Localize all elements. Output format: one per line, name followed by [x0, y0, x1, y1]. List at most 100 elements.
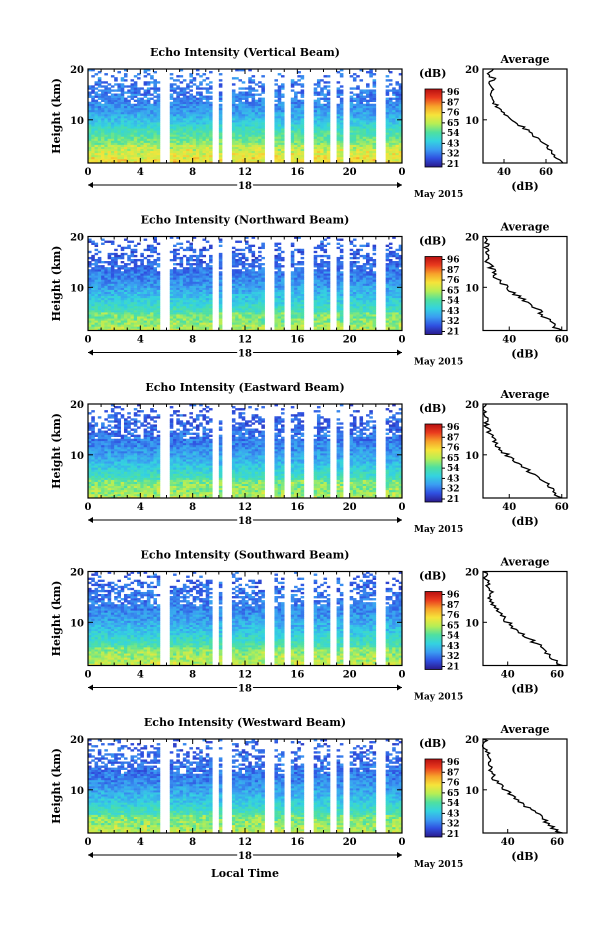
heatmap-cell	[301, 290, 305, 292]
heatmap-cell	[144, 143, 148, 145]
heatmap-cell	[363, 275, 367, 277]
heatmap-cell	[324, 96, 328, 98]
heatmap-cell	[242, 153, 246, 155]
heatmap-cell	[395, 292, 399, 294]
heatmap-cell	[137, 277, 141, 279]
heatmap-cell	[117, 143, 121, 145]
heatmap-cell	[353, 318, 357, 320]
heatmap-cell	[206, 314, 210, 316]
heatmap-cell	[189, 128, 193, 130]
heatmap-cell	[314, 326, 318, 328]
heatmap-cell	[278, 304, 282, 306]
heatmap-cell	[386, 271, 390, 273]
heatmap-cell	[301, 316, 305, 318]
heatmap-cell	[98, 308, 102, 310]
heatmap-cell	[255, 304, 259, 306]
heatmap-cell	[327, 286, 331, 288]
average-profile-line	[488, 69, 564, 163]
heatmap-cell	[255, 273, 259, 275]
heatmap-cell	[202, 114, 206, 116]
heatmap-cell	[369, 118, 373, 120]
heatmap-cell	[134, 300, 138, 302]
heatmap-cell	[170, 155, 174, 157]
heatmap-cell	[117, 108, 121, 110]
heatmap-cell	[153, 132, 157, 134]
heatmap-cell	[117, 83, 121, 85]
heatmap-cell	[324, 118, 328, 120]
heatmap-cell	[131, 155, 135, 157]
heatmap-cell	[193, 298, 197, 300]
heatmap-cell	[320, 308, 324, 310]
heatmap-cell	[281, 141, 285, 143]
heatmap-cell	[324, 126, 328, 128]
heatmap-cell	[98, 147, 102, 149]
heatmap-cell	[219, 281, 223, 283]
heatmap-cell	[356, 292, 360, 294]
heatmap-cell	[117, 96, 121, 98]
heatmap-cell	[369, 108, 373, 110]
heatmap-cell	[186, 316, 190, 318]
heatmap-cell	[111, 98, 115, 100]
heatmap-cell	[170, 141, 174, 143]
heatmap-cell	[261, 316, 265, 318]
heatmap-cell	[291, 310, 295, 312]
heatmap-cell	[209, 147, 213, 149]
heatmap-cell	[242, 151, 246, 153]
heatmap-cell	[248, 320, 252, 322]
heatmap-cell	[369, 304, 373, 306]
heatmap-cell	[124, 124, 128, 126]
heatmap-cell	[245, 310, 249, 312]
heatmap-cell	[274, 298, 278, 300]
heatmap-cell	[242, 96, 246, 98]
heatmap-cell	[199, 124, 203, 126]
heatmap-cell	[101, 128, 105, 130]
heatmap-cell	[261, 159, 265, 161]
heatmap-cell	[157, 271, 161, 273]
heatmap-cell	[386, 136, 390, 138]
heatmap-cell	[353, 120, 357, 122]
heatmap-cell	[140, 275, 144, 277]
heatmap-cell	[140, 145, 144, 147]
heatmap-cell	[281, 114, 285, 116]
heatmap-cell	[157, 128, 161, 130]
heatmap-cell	[356, 277, 360, 279]
heatmap-cell	[219, 85, 223, 87]
heatmap-cell	[359, 143, 363, 145]
heatmap-cell	[209, 322, 213, 324]
heatmap-cell	[232, 157, 236, 159]
heatmap-cell	[395, 120, 399, 122]
heatmap-cell	[111, 298, 115, 300]
heatmap-cell	[176, 284, 180, 286]
heatmap-cell	[238, 277, 242, 279]
heatmap-cell	[337, 312, 341, 314]
heatmap-cell	[350, 296, 354, 298]
heatmap-cell	[258, 312, 262, 314]
heatmap-cell	[150, 151, 154, 153]
heatmap-cell	[373, 292, 377, 294]
heatmap-cell	[176, 320, 180, 322]
heatmap-cell	[127, 306, 131, 308]
heatmap-cell	[173, 320, 177, 322]
heatmap-cell	[153, 277, 157, 279]
heatmap-cell	[104, 128, 108, 130]
heatmap-cell	[219, 98, 223, 100]
heatmap-cell	[245, 98, 249, 100]
heatmap-cell	[245, 157, 249, 159]
heatmap-cell	[294, 306, 298, 308]
heatmap-cell	[114, 151, 118, 153]
heatmap-cell	[219, 153, 223, 155]
heatmap-cell	[238, 296, 242, 298]
heatmap-cell	[294, 108, 298, 110]
heatmap-cell	[320, 316, 324, 318]
heatmap-cell	[104, 104, 108, 106]
heatmap-cell	[91, 91, 95, 93]
heatmap-cell	[183, 302, 187, 304]
heatmap-cell	[317, 120, 321, 122]
heatmap-cell	[297, 288, 301, 290]
heatmap-cell	[320, 312, 324, 314]
heatmap-cell	[297, 155, 301, 157]
heatmap-cell	[98, 290, 102, 292]
heatmap-cell	[140, 124, 144, 126]
heatmap-cell	[359, 102, 363, 104]
heatmap-cell	[392, 273, 396, 275]
